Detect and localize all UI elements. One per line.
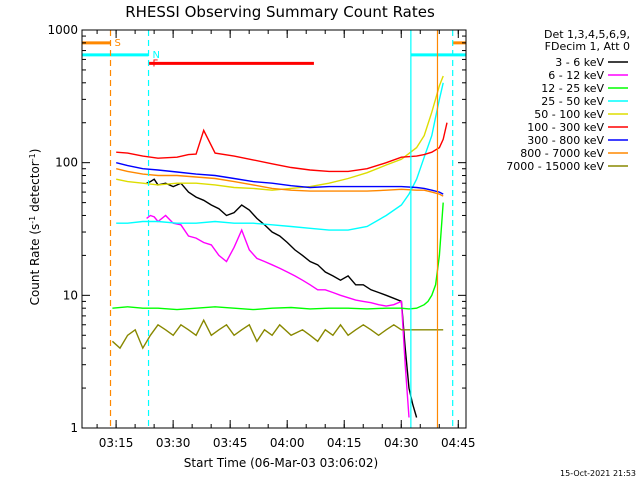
legend-header-line-1: Det 1,3,4,5,6,9, xyxy=(544,28,630,41)
y-tick-label-3: 1000 xyxy=(47,23,78,37)
generation-timestamp: 15-Oct-2021 21:53 xyxy=(560,469,636,478)
y-tick-label-0: 1 xyxy=(70,421,78,435)
state-label-F: F xyxy=(153,58,159,69)
y-axis-label-part-1: Count Rate (s xyxy=(28,224,42,306)
x-tick-label-3: 04:00 xyxy=(270,436,305,450)
series-line-0 xyxy=(146,178,418,418)
state-label-S: S xyxy=(115,38,121,49)
state-label-N: N xyxy=(153,50,160,61)
plot-area: S NF xyxy=(81,29,467,429)
x-tick-label-4: 04:15 xyxy=(327,436,362,450)
axes-frame xyxy=(81,29,467,429)
legend: Det 1,3,4,5,6,9, FDecim 1, Att 0 3 - 6 k… xyxy=(506,28,630,173)
y-tick-label-1: 10 xyxy=(63,288,78,302)
legend-label-2: 12 - 25 keV xyxy=(541,82,604,95)
legend-label-0: 3 - 6 keV xyxy=(555,56,604,69)
series-line-7 xyxy=(116,168,444,197)
legend-header-line-2: FDecim 1, Att 0 xyxy=(545,40,630,53)
chart-title: RHESSI Observing Summary Count Rates xyxy=(125,3,435,21)
x-tick-label-6: 04:45 xyxy=(441,436,476,450)
x-tick-label-5: 04:30 xyxy=(384,436,419,450)
x-axis-label: Start Time (06-Mar-03 03:06:02) xyxy=(184,456,378,470)
legend-label-8: 7000 - 15000 keV xyxy=(506,160,604,173)
legend-label-1: 6 - 12 keV xyxy=(548,69,604,82)
y-axis-label-part-4: -1 xyxy=(28,153,37,161)
series-line-6 xyxy=(116,162,444,195)
series-line-3 xyxy=(116,82,444,231)
series-line-2 xyxy=(112,202,444,311)
series-line-1 xyxy=(146,214,410,418)
series-line-8 xyxy=(111,318,444,350)
legend-label-3: 25 - 50 keV xyxy=(541,95,604,108)
series-line-5 xyxy=(116,122,448,173)
legend-label-5: 100 - 300 keV xyxy=(527,121,604,134)
legend-label-6: 300 - 800 keV xyxy=(527,134,604,147)
legend-label-7: 800 - 7000 keV xyxy=(520,147,604,160)
y-axis-label-part-5: ) xyxy=(28,149,42,154)
y-tick-label-2: 100 xyxy=(55,156,78,170)
x-tick-label-0: 03:15 xyxy=(99,436,134,450)
y-axis-label-part-3: detector xyxy=(28,161,42,216)
y-axis-label: Count Rate (s-1 detector-1) xyxy=(28,149,43,306)
legend-label-4: 50 - 100 keV xyxy=(534,108,604,121)
y-axis-label-part-2: -1 xyxy=(28,216,37,224)
x-tick-label-2: 03:45 xyxy=(213,436,248,450)
x-tick-label-1: 03:30 xyxy=(156,436,191,450)
series-line-4 xyxy=(116,75,444,191)
